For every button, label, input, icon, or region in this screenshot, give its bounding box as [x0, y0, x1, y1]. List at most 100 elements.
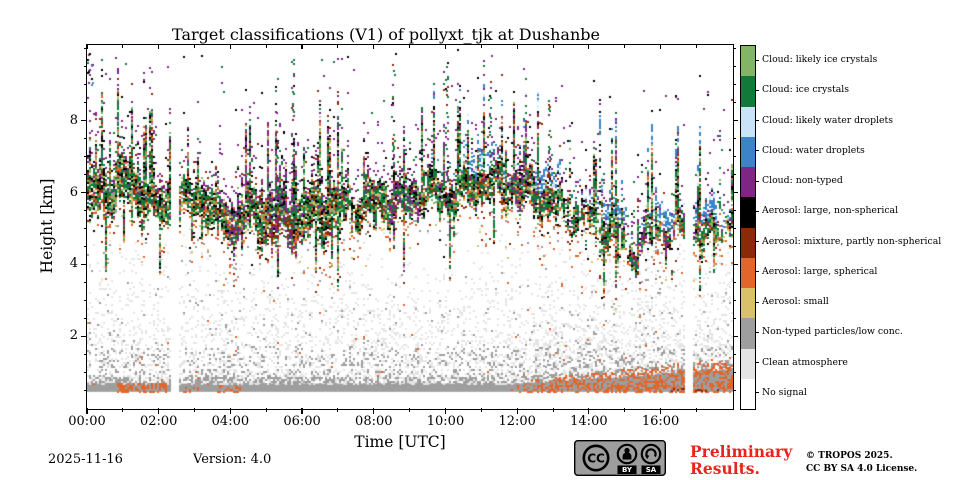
cc-icon: [582, 444, 610, 472]
legend-tick: [755, 331, 759, 333]
page-title: Target classifications (V1) of pollyxt_t…: [172, 25, 600, 44]
tick-mark: [516, 45, 518, 49]
tick-mark: [122, 45, 124, 48]
tick-mark: [83, 66, 87, 68]
tick-mark: [83, 174, 87, 176]
tick-mark: [733, 317, 736, 319]
tick-mark: [695, 45, 697, 48]
tick-mark: [588, 408, 590, 414]
x-tick-label: 14:00: [570, 414, 608, 429]
tick-mark: [83, 389, 87, 391]
tick-mark: [733, 138, 736, 140]
tick-mark: [83, 138, 87, 140]
tick-mark: [695, 408, 697, 412]
tick-mark: [516, 408, 518, 414]
tick-mark: [733, 281, 736, 283]
colorbar-cell: [741, 136, 755, 167]
copyright-line1: © TROPOS 2025.: [806, 451, 893, 461]
tick-mark: [733, 48, 736, 50]
classification-heatmap-canvas: [87, 45, 733, 408]
tick-mark: [158, 408, 160, 414]
tick-mark: [86, 408, 88, 414]
y-tick-label: 2: [69, 328, 78, 344]
legend-tick: [755, 392, 759, 394]
tick-mark: [733, 191, 738, 194]
sa-label: SA: [646, 466, 657, 474]
x-tick-label: 04:00: [211, 414, 250, 429]
tick-mark: [83, 317, 87, 319]
x-tick-label: 12:00: [498, 414, 536, 429]
tick-mark: [265, 45, 267, 48]
version-label: Version: 4.0: [193, 452, 272, 467]
colorbar-cell: [741, 318, 755, 349]
tick-mark: [83, 227, 87, 229]
tick-mark: [83, 48, 87, 50]
tick-mark: [733, 102, 736, 104]
sa-arrow-icon: [640, 443, 662, 465]
x-tick-label: 10:00: [426, 414, 465, 429]
tick-mark: [158, 45, 160, 49]
tick-mark: [86, 45, 88, 49]
legend-label: Cloud: ice crystals: [762, 84, 850, 96]
tick-mark: [83, 102, 87, 104]
tick-mark: [83, 281, 87, 283]
sa-tab: [641, 465, 661, 474]
tick-mark: [81, 191, 87, 194]
legend-label: Aerosol: large, spherical: [762, 265, 878, 277]
tick-mark: [122, 408, 124, 412]
tick-mark: [733, 335, 738, 337]
legend-tick: [755, 120, 759, 122]
legend-label: Cloud: likely ice crystals: [762, 54, 878, 66]
colorbar-cell: [741, 46, 755, 77]
x-tick-label: 16:00: [641, 414, 680, 429]
legend-tick: [755, 271, 759, 273]
x-tick-label: 02:00: [139, 414, 178, 429]
legend-label: Cloud: likely water droplets: [762, 114, 894, 126]
colorbar-cell: [741, 288, 755, 319]
x-tick-label: 08:00: [355, 414, 393, 429]
legend-tick: [755, 362, 759, 364]
copyright-line2: CC BY SA 4.0 License.: [806, 464, 918, 474]
cc-by-sa-badge: CC BY SA: [574, 440, 666, 476]
tick-mark: [83, 210, 87, 212]
colorbar-cell: [741, 348, 755, 379]
tick-mark: [733, 84, 736, 86]
tick-mark: [552, 408, 554, 412]
legend-label: No signal: [762, 386, 807, 398]
colorbar-cell: [741, 257, 755, 288]
tick-mark: [480, 45, 482, 48]
tick-mark: [733, 174, 736, 176]
tick-mark: [733, 66, 736, 68]
tick-mark: [624, 408, 626, 412]
legend-label: Aerosol: small: [762, 296, 829, 308]
colorbar-cell: [741, 378, 755, 409]
y-tick-label: 8: [69, 112, 78, 128]
tick-mark: [444, 45, 447, 49]
tick-mark: [83, 371, 87, 373]
tick-mark: [733, 120, 738, 122]
tick-mark: [83, 353, 87, 355]
legend-tick: [755, 150, 759, 152]
tick-mark: [337, 45, 339, 48]
tick-mark: [265, 408, 267, 412]
colorbar-cell: [741, 106, 755, 137]
tick-mark: [733, 210, 736, 212]
legend-tick: [755, 241, 759, 243]
legend-tick: [755, 59, 759, 61]
colorbar-cell: [741, 197, 755, 228]
tick-mark: [194, 408, 196, 412]
legend-label: Aerosol: large, non-spherical: [762, 205, 899, 217]
tick-mark: [83, 84, 87, 86]
tick-mark: [733, 263, 738, 265]
measurement-date: 2025-11-16: [48, 452, 123, 467]
tick-mark: [194, 45, 196, 48]
by-person-icon: [616, 443, 638, 465]
tick-mark: [373, 408, 375, 414]
colorbar-cell: [741, 227, 755, 258]
tick-mark: [733, 227, 736, 229]
tick-mark: [83, 245, 87, 247]
legend-label: Cloud: non-typed: [762, 175, 843, 187]
tick-mark: [81, 335, 87, 337]
legend-label: Aerosol: mixture, partly non-spherical: [762, 235, 942, 247]
